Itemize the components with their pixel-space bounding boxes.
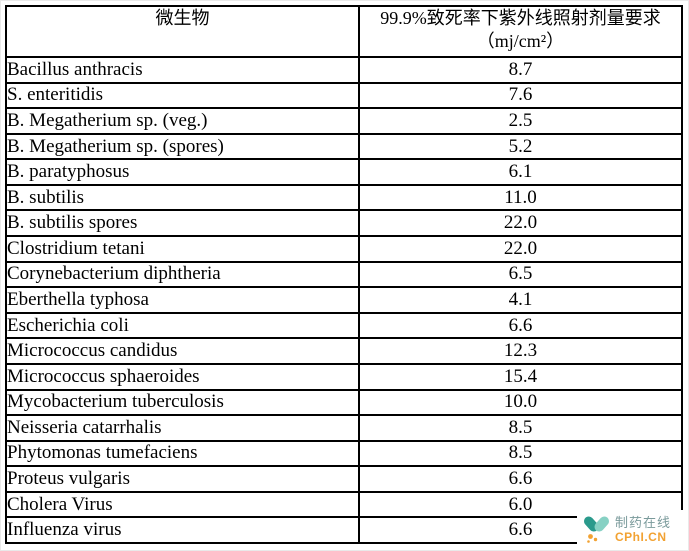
- header-dose: 99.9%致死率下紫外线照射剂量要求 （mj/cm²）: [358, 5, 683, 58]
- microorganism-cell: Eberthella typhosa: [5, 286, 360, 314]
- table-body: Bacillus anthracis 8.7 S. enteritidis 7.6 B.…: [5, 56, 683, 544]
- dose-cell: 6.6: [358, 465, 683, 493]
- microorganism-cell: Corynebacterium diphtheria: [5, 260, 360, 289]
- table-row: Corynebacterium diphtheria 6.5: [5, 260, 683, 289]
- microorganism-cell: Proteus vulgaris: [5, 465, 360, 493]
- microorganism-cell: B. Megatherium sp. (spores): [5, 132, 360, 161]
- dose-cell: 22.0: [358, 209, 683, 238]
- microorganism-cell: Micrococcus sphaeroides: [5, 362, 360, 391]
- dose-cell: 22.0: [358, 235, 683, 263]
- table-row: B. subtilis spores 22.0: [5, 209, 683, 238]
- microorganism-cell: Influenza virus: [5, 516, 360, 544]
- watermark-text: 制药在线 CPhI.CN: [615, 516, 671, 543]
- table-row: Bacillus anthracis 8.7: [5, 56, 683, 84]
- table-row: B. paratyphosus 6.1: [5, 158, 683, 186]
- table-row: Neisseria catarrhalis 8.5: [5, 414, 683, 442]
- header-dose-line2: （mj/cm²）: [476, 31, 565, 51]
- table-row: B. Megatherium sp. (veg.) 2.5: [5, 107, 683, 135]
- dose-cell: 4.1: [358, 286, 683, 314]
- table-row: Clostridium tetani 22.0: [5, 235, 683, 263]
- table-row: Mycobacterium tuberculosis 10.0: [5, 388, 683, 417]
- table-row: Phytomonas tumefaciens 8.5: [5, 439, 683, 468]
- microorganism-cell: Neisseria catarrhalis: [5, 414, 360, 442]
- microorganism-cell: S. enteritidis: [5, 81, 360, 110]
- dose-cell: 6.1: [358, 158, 683, 186]
- header-row: 微生物 99.9%致死率下紫外线照射剂量要求 （mj/cm²）: [5, 5, 683, 58]
- dose-cell: 15.4: [358, 362, 683, 391]
- dose-cell: 8.5: [358, 439, 683, 468]
- table-row: Proteus vulgaris 6.6: [5, 465, 683, 493]
- cphi-logo-icon: [583, 515, 610, 543]
- microorganism-cell: Mycobacterium tuberculosis: [5, 388, 360, 417]
- dose-cell: 8.7: [358, 56, 683, 84]
- table-row: Escherichia coli 6.6: [5, 311, 683, 340]
- watermark: 制药在线 CPhI.CN: [577, 510, 687, 549]
- dose-cell: 2.5: [358, 107, 683, 135]
- table-row: Micrococcus sphaeroides 15.4: [5, 362, 683, 391]
- table-row: Micrococcus candidus 12.3: [5, 337, 683, 365]
- microorganism-cell: Phytomonas tumefaciens: [5, 439, 360, 468]
- header-microorganism-label: 微生物: [155, 8, 210, 28]
- microorganism-cell: B. paratyphosus: [5, 158, 360, 186]
- table-row: Eberthella typhosa 4.1: [5, 286, 683, 314]
- header-microorganism: 微生物: [5, 5, 360, 58]
- dose-cell: 11.0: [358, 183, 683, 212]
- watermark-brand-cn: 制药在线: [615, 515, 672, 530]
- microorganism-cell: B. subtilis: [5, 183, 360, 212]
- table-row: B. Megatherium sp. (spores) 5.2: [5, 132, 683, 161]
- watermark-brand-en: CPhI.CN: [615, 530, 667, 544]
- microorganism-cell: Micrococcus candidus: [5, 337, 360, 365]
- table-row: B. subtilis 11.0: [5, 183, 683, 212]
- dose-cell: 7.6: [358, 81, 683, 110]
- dose-cell: 6.6: [358, 311, 683, 340]
- microorganism-cell: B. subtilis spores: [5, 209, 360, 238]
- microorganism-cell: Clostridium tetani: [5, 235, 360, 263]
- header-dose-line1: 99.9%致死率下紫外线照射剂量要求: [380, 8, 661, 28]
- dose-cell: 5.2: [358, 132, 683, 161]
- microorganism-cell: Escherichia coli: [5, 311, 360, 340]
- dose-cell: 6.5: [358, 260, 683, 289]
- microorganism-cell: Bacillus anthracis: [5, 56, 360, 84]
- microorganism-cell: Cholera Virus: [5, 490, 360, 519]
- dose-cell: 8.5: [358, 414, 683, 442]
- dose-cell: 12.3: [358, 337, 683, 365]
- dose-cell: 10.0: [358, 388, 683, 417]
- uv-dose-table: 微生物 99.9%致死率下紫外线照射剂量要求 （mj/cm²） Bacillus…: [5, 5, 683, 544]
- microorganism-cell: B. Megatherium sp. (veg.): [5, 107, 360, 135]
- table-row: S. enteritidis 7.6: [5, 81, 683, 110]
